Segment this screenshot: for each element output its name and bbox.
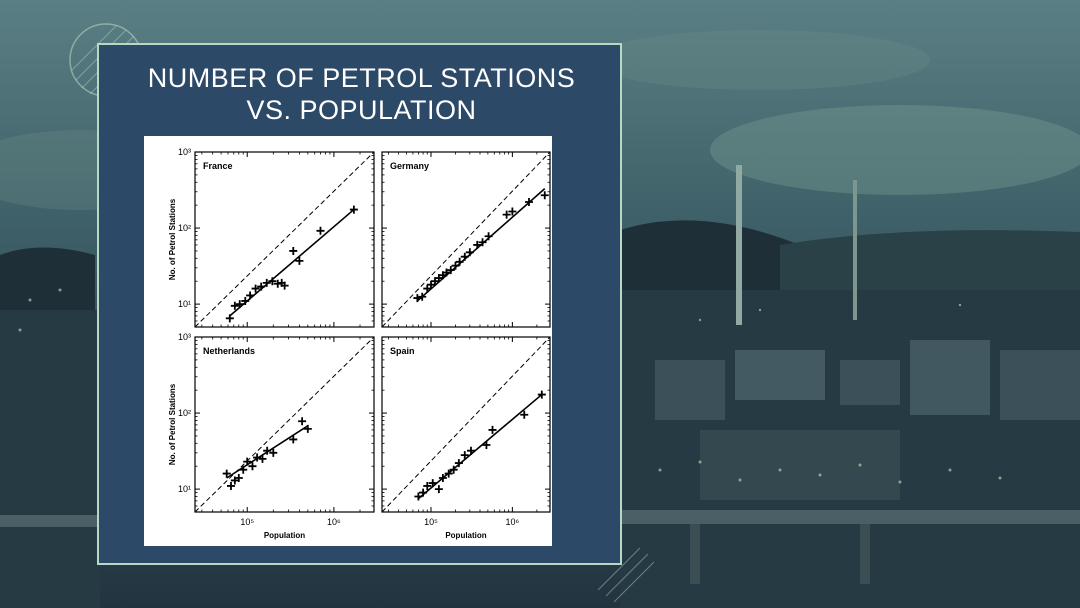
data-point (235, 300, 244, 309)
data-point (451, 261, 460, 270)
data-point (349, 205, 358, 214)
data-point (298, 417, 307, 426)
x-tick-label: 10⁶ (327, 517, 341, 527)
x-axis-label: Population (445, 531, 486, 540)
y-tick-label: 10¹ (178, 484, 191, 494)
data-point (434, 485, 443, 494)
data-point (239, 465, 248, 474)
y-tick-label: 10³ (178, 332, 191, 342)
fit-line (417, 393, 543, 500)
data-point (226, 481, 235, 490)
data-point (234, 473, 243, 482)
data-point (478, 238, 487, 247)
data-point (428, 479, 437, 488)
data-point (460, 252, 469, 261)
data-point (222, 469, 231, 478)
plot-area (382, 152, 550, 327)
data-point (454, 459, 463, 468)
data-point (449, 465, 458, 474)
data-point (268, 277, 277, 286)
data-point (455, 257, 464, 266)
data-point (414, 492, 423, 501)
data-point (465, 248, 474, 257)
data-point (524, 198, 533, 207)
x-axis-label: Population (264, 531, 305, 540)
data-point (444, 469, 453, 478)
data-point (434, 274, 443, 283)
data-point (419, 488, 428, 497)
data-point (248, 462, 257, 471)
scatter-plot-grid: France 10¹ 10² 10³ No. of Petrol Stations Ger… (168, 147, 551, 540)
title-line-1: NUMBER OF PETROL STATIONS (147, 63, 576, 93)
data-point (488, 425, 497, 434)
data-point (289, 246, 298, 255)
reference-line (195, 337, 374, 512)
reference-line (382, 152, 550, 327)
x-tick-label: 10⁵ (424, 517, 438, 527)
data-point (442, 268, 451, 277)
plot-area (382, 337, 550, 512)
y-tick-label: 10² (178, 223, 191, 233)
data-point (241, 296, 250, 305)
data-point (423, 284, 432, 293)
data-point (280, 281, 289, 290)
data-point (508, 207, 517, 216)
data-point (473, 240, 482, 249)
panel-title: Netherlands (203, 346, 255, 356)
data-point (484, 232, 493, 241)
y-axis-label: No. of Petrol Stations (168, 383, 177, 465)
reference-line (382, 337, 550, 512)
data-point (446, 266, 455, 275)
data-point (438, 473, 447, 482)
data-point (257, 282, 266, 291)
data-point (253, 453, 262, 462)
x-tick-label: 10⁵ (240, 517, 254, 527)
data-point (246, 291, 255, 300)
y-tick-label: 10² (178, 408, 191, 418)
data-point (251, 284, 260, 293)
data-point (316, 226, 325, 235)
data-point (418, 292, 427, 301)
data-point (269, 448, 278, 457)
plot-area (195, 337, 374, 512)
reference-line (195, 152, 374, 327)
data-point (413, 294, 422, 303)
data-point (537, 390, 546, 399)
data-point (466, 446, 475, 455)
x-tick-label: 10⁶ (506, 517, 520, 527)
panel-title: Spain (390, 346, 415, 356)
panel-netherlands: Netherlands 10¹ 10² 10³ 10⁵ 10⁶ No. of Petrol … (168, 332, 375, 540)
data-point (502, 210, 511, 219)
data-point (263, 446, 272, 455)
data-point (258, 454, 267, 463)
data-point (243, 457, 252, 466)
data-point (540, 191, 549, 200)
data-point (423, 481, 432, 490)
panel-title: France (203, 161, 233, 171)
panel-france: France 10¹ 10² 10³ No. of Petrol Stations (168, 147, 375, 328)
panel-germany: Germany (381, 151, 551, 328)
panel-title: Germany (390, 161, 429, 171)
y-tick-label: 10³ (178, 147, 191, 157)
data-point (230, 301, 239, 310)
data-point (426, 280, 435, 289)
data-point (520, 410, 529, 419)
figure-panel: France 10¹ 10² 10³ No. of Petrol Stations Ger… (144, 136, 552, 546)
panel-spain: Spain 10⁵ 10⁶ Population (381, 336, 551, 540)
data-point (482, 441, 491, 450)
data-point (295, 256, 304, 265)
data-point (262, 278, 271, 287)
plot-area (195, 152, 374, 327)
y-tick-label: 10¹ (178, 299, 191, 309)
title-line-2: VS. POPULATION (246, 95, 477, 125)
data-point (460, 451, 469, 460)
data-point (303, 424, 312, 433)
fit-line (229, 208, 355, 317)
data-point (225, 314, 234, 323)
data-point (289, 435, 298, 444)
y-axis-label: No. of Petrol Stations (168, 198, 177, 280)
